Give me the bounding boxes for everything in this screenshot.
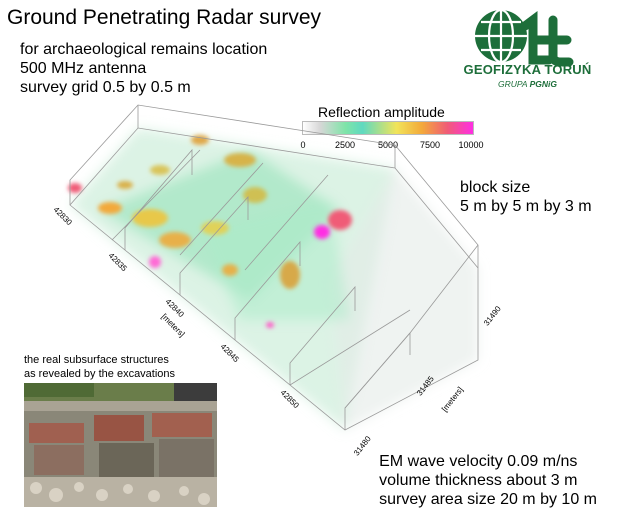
survey-param: EM wave velocity 0.09 m/ns <box>379 453 578 470</box>
reflection-anomalies <box>68 135 352 328</box>
legend-tick: 10000 <box>458 140 484 150</box>
info-line: survey grid 0.5 by 0.5 m <box>20 79 191 96</box>
globe-icon <box>475 8 527 64</box>
legend-tick: 2500 <box>334 140 356 150</box>
legend-tick: 5000 <box>377 140 399 150</box>
legend-tick: 0 <box>300 140 306 150</box>
company-logo <box>475 8 574 67</box>
info-line: for archaeological remains location <box>20 41 268 58</box>
info-line: 500 MHz antenna <box>20 60 147 77</box>
photo-caption-line: the real subsurface structures <box>24 354 169 366</box>
volume-wireframe <box>69 104 479 431</box>
photo-caption-line: as revealed by the excavations <box>24 368 176 380</box>
legend-title: Reflection amplitude <box>318 104 445 120</box>
block-size-value: 5 m by 5 m by 3 m <box>460 198 592 215</box>
photo-caption: the real subsurface structures as reveal… <box>24 353 175 381</box>
excavation-photo <box>24 383 217 507</box>
legend-tick: 7500 <box>419 140 441 150</box>
survey-param: survey area size 20 m by 10 m <box>379 491 597 508</box>
survey-parameters: EM wave velocity 0.09 m/ns volume thickn… <box>379 452 597 509</box>
logo-subtitle-prefix: GRUPA <box>497 79 530 89</box>
logo-subtitle: GRUPA PGNiG <box>455 79 600 89</box>
block-size-note: block size 5 m by 5 m by 3 m <box>460 178 592 216</box>
legend-colorbar <box>302 121 474 135</box>
page-title: Ground Penetrating Radar survey <box>7 6 322 29</box>
survey-info: for archaeological remains location 500 … <box>20 40 267 97</box>
block-size-label: block size <box>460 179 531 196</box>
logo-subtitle-brand: PGNiG <box>529 79 558 89</box>
survey-param: volume thickness about 3 m <box>379 472 578 489</box>
logo-name: GEOFIZYKA TORUŃ <box>463 62 592 77</box>
